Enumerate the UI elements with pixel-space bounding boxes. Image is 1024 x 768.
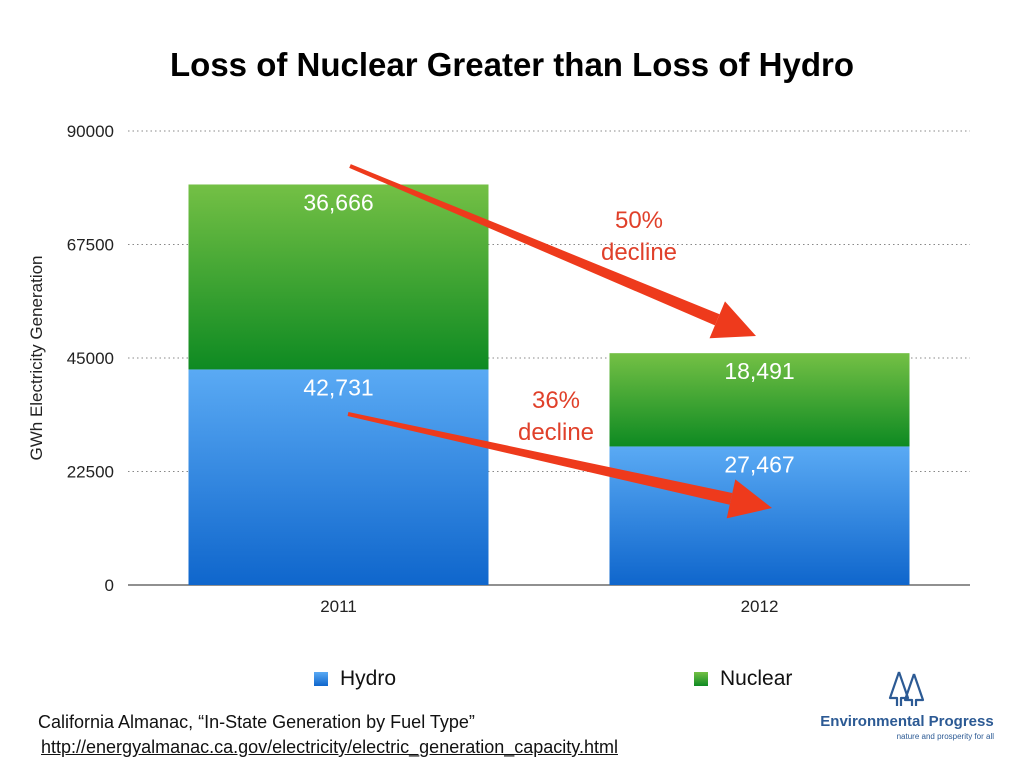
- arrow-shaft: [347, 412, 733, 505]
- legend-swatch-hydro: [314, 672, 328, 686]
- y-axis-label: GWh Electricity Generation: [27, 255, 46, 460]
- bar-nuclear-2012: [609, 353, 910, 447]
- logo-name: Environmental Progress: [820, 713, 994, 730]
- annotation-decline: decline: [518, 419, 594, 446]
- source-text: California Almanac, “In-State Generation…: [38, 712, 475, 732]
- legend-item-nuclear: Nuclear: [694, 667, 792, 691]
- y-tick-label: 90000: [67, 122, 114, 141]
- y-tick-label: 22500: [67, 463, 114, 482]
- bar-nuclear-2011: [188, 184, 489, 370]
- x-tick-label-2011: 2011: [320, 597, 357, 616]
- data-label-nuclear-2012: 18,491: [724, 358, 794, 384]
- y-tick-label: 0: [105, 576, 114, 595]
- x-tick-label-2012: 2012: [741, 597, 779, 616]
- data-label-nuclear-2011: 36,666: [303, 189, 373, 215]
- chart-title: Loss of Nuclear Greater than Loss of Hyd…: [170, 46, 854, 83]
- logo-tagline: nature and prosperity for all: [896, 732, 994, 741]
- y-tick-label: 67500: [67, 236, 114, 255]
- arrow-head: [726, 479, 772, 519]
- nuclear-decline-arrow: [349, 164, 756, 339]
- arrow-head: [709, 301, 756, 339]
- hydro-decline-arrow: [347, 412, 772, 519]
- annotation-percent: 36%: [532, 387, 580, 414]
- bar-hydro-2012: [609, 446, 910, 585]
- tree-icon: [888, 671, 925, 706]
- legend-label-nuclear: Nuclear: [720, 667, 793, 690]
- environmental-progress-logo: Environmental Progress nature and prospe…: [812, 670, 1002, 741]
- legend-label-hydro: Hydro: [340, 667, 397, 690]
- stacked-bar-chart: 0 22500 45000 67500 90000 42,731 36,666 2011 27…: [27, 122, 970, 616]
- annotation-decline: decline: [601, 239, 677, 266]
- data-label-hydro-2012: 27,467: [724, 451, 794, 477]
- data-label-hydro-2011: 42,731: [303, 374, 373, 400]
- source-link[interactable]: http://energyalmanac.ca.gov/electricity/…: [41, 737, 618, 757]
- bar-hydro-2011: [188, 369, 489, 585]
- arrow-shaft: [349, 164, 720, 326]
- legend-swatch-nuclear: [694, 672, 708, 686]
- annotation-percent: 50%: [615, 207, 663, 234]
- source-citation: California Almanac, “In-State Generation…: [38, 710, 618, 760]
- y-tick-label: 45000: [67, 349, 114, 368]
- legend-item-hydro: Hydro: [314, 667, 396, 691]
